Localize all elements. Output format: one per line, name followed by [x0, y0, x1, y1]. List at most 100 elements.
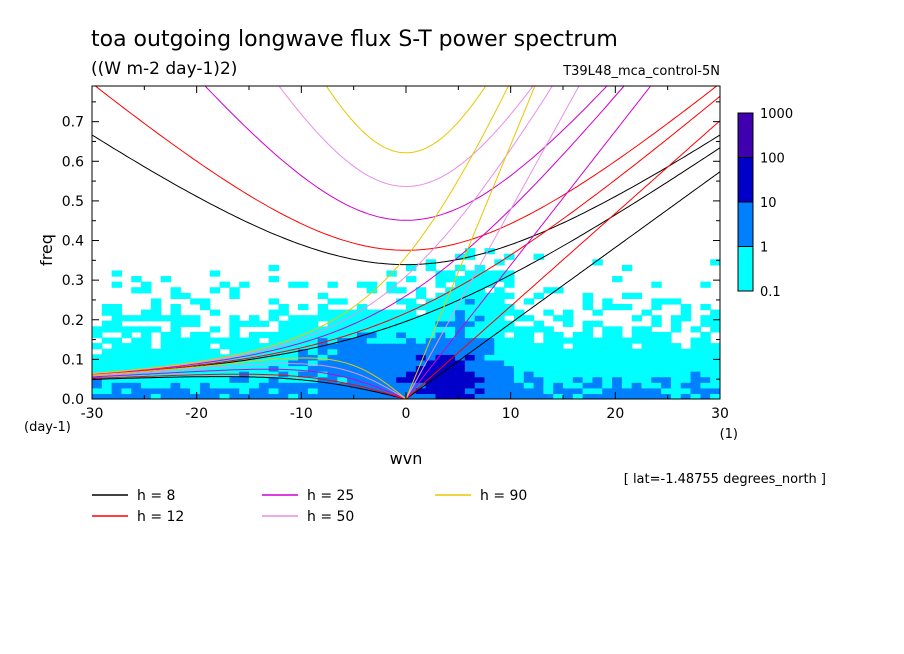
- heatmap-cell: [455, 354, 466, 361]
- heatmap-cell: [523, 382, 535, 389]
- ig-curve-h90: [325, 86, 487, 154]
- heatmap-cell: [356, 393, 368, 399]
- heatmap-cell: [160, 331, 172, 339]
- heatmap-cell: [710, 382, 720, 389]
- heatmap-cell: [406, 337, 417, 344]
- heatmap-cell: [464, 387, 476, 395]
- y-tick-label: 0.7: [62, 115, 84, 131]
- heatmap-cell: [298, 348, 309, 355]
- heatmap-cell: [563, 393, 574, 399]
- heatmap-cell: [582, 387, 594, 395]
- heatmap-cell: [131, 326, 142, 333]
- heatmap-cell: [592, 348, 603, 355]
- heatmap-cell: [700, 343, 711, 350]
- heatmap-cell: [219, 382, 230, 389]
- heatmap-cell: [523, 315, 535, 322]
- heatmap-cell: [415, 287, 427, 294]
- heatmap-cell: [572, 382, 584, 389]
- heatmap-cell: [396, 320, 407, 327]
- heatmap-cell: [92, 376, 103, 383]
- heatmap-cell: [563, 376, 574, 383]
- heatmap-cell: [484, 303, 495, 311]
- heatmap-cell: [425, 303, 437, 311]
- heatmap-cell: [307, 393, 319, 399]
- heatmap-cell: [523, 331, 535, 339]
- heatmap-cell: [425, 337, 437, 344]
- heatmap-cell: [347, 326, 358, 333]
- heatmap-cell: [141, 331, 152, 339]
- heatmap-cell: [239, 320, 250, 327]
- heatmap-cell: [464, 343, 476, 350]
- heatmap-cell: [513, 315, 525, 322]
- heatmap-cell: [170, 354, 181, 361]
- heatmap-cell: [435, 348, 446, 355]
- heatmap-cell: [494, 315, 505, 322]
- heatmap-cell: [258, 331, 270, 339]
- heatmap-cell: [523, 337, 535, 344]
- heatmap-cell: [111, 382, 123, 389]
- heatmap-cell: [563, 337, 574, 344]
- heatmap-cell: [661, 365, 672, 372]
- heatmap-cell: [455, 331, 466, 339]
- heatmap-cell: [327, 281, 338, 288]
- heatmap-cell: [366, 354, 378, 361]
- heatmap-cell: [425, 382, 437, 389]
- heatmap-cell: [150, 387, 162, 395]
- heatmap-cell: [356, 371, 368, 378]
- heatmap-cell: [386, 337, 397, 344]
- heatmap-cell: [494, 371, 505, 378]
- heatmap-cell: [670, 393, 682, 399]
- heatmap-cell: [612, 276, 623, 283]
- heatmap-cell: [278, 359, 289, 367]
- heatmap-cell: [612, 382, 623, 389]
- heatmap-cell: [582, 376, 594, 383]
- heatmap-cell: [406, 303, 417, 311]
- heatmap-cell: [406, 376, 417, 383]
- y-tick-label: 0.3: [62, 273, 84, 289]
- heatmap-cell: [621, 292, 633, 299]
- legend-label: h = 90: [480, 488, 527, 504]
- heatmap-cell: [121, 376, 132, 383]
- heatmap-cell: [268, 354, 280, 361]
- heatmap-cell: [494, 292, 505, 299]
- heatmap-cell: [415, 348, 427, 355]
- heatmap-cell: [101, 354, 113, 361]
- heatmap-cell: [307, 337, 319, 344]
- heatmap-cell: [602, 393, 613, 399]
- heatmap-cell: [160, 376, 172, 383]
- heatmap-cell: [190, 376, 201, 383]
- heatmap-cell: [111, 315, 123, 322]
- heatmap-cell: [455, 309, 466, 316]
- heatmap-cell: [180, 337, 191, 344]
- heatmap-cell: [199, 343, 211, 350]
- heatmap-cell: [631, 326, 643, 333]
- y-tick-label: 0.0: [62, 392, 84, 408]
- heatmap-cell: [690, 382, 701, 389]
- heatmap-cell: [523, 393, 535, 399]
- heatmap-cell: [356, 343, 368, 350]
- heatmap-cell: [307, 365, 319, 372]
- heatmap-cell: [494, 331, 505, 339]
- heatmap-cell: [513, 376, 525, 383]
- heatmap-cell: [425, 348, 437, 355]
- heatmap-cell: [268, 371, 280, 378]
- heatmap-cell: [543, 365, 554, 372]
- heatmap-cell: [680, 354, 692, 361]
- heatmap-cell: [582, 354, 594, 361]
- heatmap-cell: [131, 365, 142, 372]
- heatmap-cell: [464, 248, 476, 255]
- heatmap-cell: [631, 359, 643, 367]
- heatmap-cell: [92, 326, 103, 333]
- heatmap-cell: [464, 337, 476, 344]
- heatmap-cell: [356, 303, 368, 311]
- heatmap-cell: [680, 382, 692, 389]
- heatmap-cell: [258, 382, 270, 389]
- colorbar-swatch: [737, 201, 754, 247]
- heatmap-cell: [494, 343, 505, 350]
- heatmap-cell: [474, 337, 486, 344]
- heatmap-cell: [219, 281, 230, 288]
- plot-area: [92, 86, 720, 399]
- heatmap-cell: [631, 315, 643, 322]
- heatmap-cell: [337, 298, 348, 305]
- heatmap-cell: [612, 371, 623, 378]
